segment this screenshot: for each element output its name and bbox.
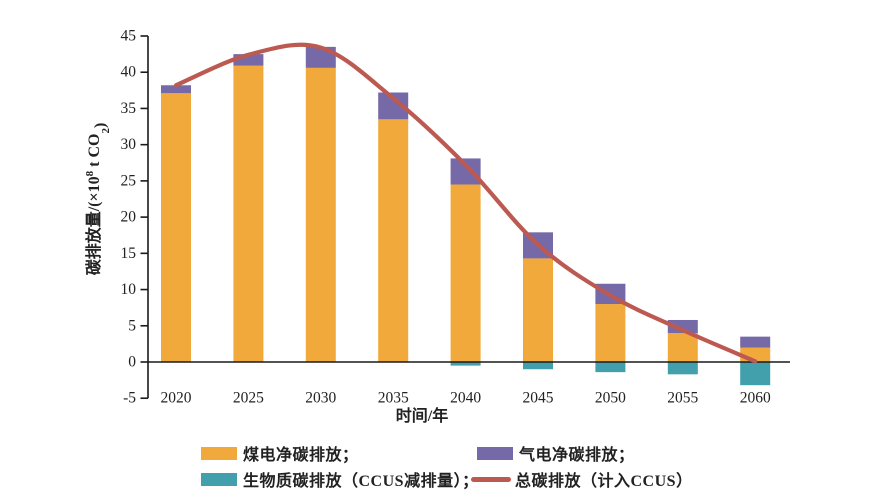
x-tick-label: 2045 <box>523 390 554 407</box>
legend-item-total-line: 总碳排放（计入CCUS） <box>471 470 693 490</box>
x-axis-title: 时间/年 <box>396 406 448 425</box>
x-tick-label: 2040 <box>450 390 481 407</box>
gas-swatch <box>477 446 513 460</box>
bar-segment-coal-2035 <box>378 119 409 362</box>
bar-segment-coal-2045 <box>523 258 553 362</box>
bar-segment-gas-2025 <box>233 54 264 66</box>
bar-segment-biomass-2040 <box>450 362 481 366</box>
y-tick-label: 20 <box>121 209 137 226</box>
bar-segment-coal-2050 <box>595 304 626 362</box>
bar-segment-coal-2040 <box>450 184 481 362</box>
x-tick-label: 2020 <box>161 390 192 407</box>
bar-segment-gas-2060 <box>740 336 771 348</box>
bar-segment-biomass-2050 <box>595 362 626 373</box>
x-tick-label: 2060 <box>740 390 771 407</box>
y-tick-label: 35 <box>121 100 137 117</box>
legend-item-biomass: 生物质碳排放（CCUS减排量）； <box>201 470 479 490</box>
y-tick-label: 25 <box>121 172 137 189</box>
y-tick-label: 10 <box>121 281 137 298</box>
y-axis-title: 碳排放量/(×108 t CO2) <box>84 123 112 276</box>
bar-segment-biomass-2055 <box>667 362 698 375</box>
legend-item-gas: 气电净碳排放； <box>477 444 635 464</box>
coal-swatch <box>201 446 237 460</box>
total-emissions-line <box>173 42 758 364</box>
y-tick-label: 0 <box>128 354 136 371</box>
bar-segment-biomass-2060 <box>740 362 771 386</box>
legend-label-coal: 煤电净碳排放； <box>243 447 359 464</box>
legend-item-coal: 煤电净碳排放； <box>201 444 359 464</box>
y-tick-label: 15 <box>121 245 137 262</box>
x-tick-label: 2025 <box>233 390 264 407</box>
y-tick-label: 30 <box>121 136 137 153</box>
x-tick-label: 2030 <box>305 390 336 407</box>
bar-segment-coal-2025 <box>233 65 264 363</box>
bar-segment-coal-2020 <box>161 93 191 362</box>
bar-segment-coal-2030 <box>305 67 336 363</box>
legend-label-gas: 气电净碳排放； <box>519 447 635 464</box>
x-tick-label: 2035 <box>378 390 409 407</box>
y-tick-label: 45 <box>121 28 137 45</box>
y-tick-label: 40 <box>121 64 137 81</box>
bar-segment-biomass-2045 <box>523 362 553 370</box>
bar-segment-gas-2055 <box>667 319 698 334</box>
bar-segment-gas-2020 <box>161 85 191 94</box>
y-tick-label: 5 <box>128 317 136 334</box>
legend-label-total: 总碳排放（计入CCUS） <box>515 473 693 490</box>
total-line-swatch <box>471 476 511 482</box>
biomass-swatch <box>201 472 237 486</box>
y-tick-label: -5 <box>123 390 136 407</box>
legend-label-biomass: 生物质碳排放（CCUS减排量）； <box>243 473 479 490</box>
bar-segment-coal-2055 <box>667 333 698 362</box>
x-tick-label: 2050 <box>595 390 626 407</box>
x-tick-label: 2055 <box>667 390 698 407</box>
